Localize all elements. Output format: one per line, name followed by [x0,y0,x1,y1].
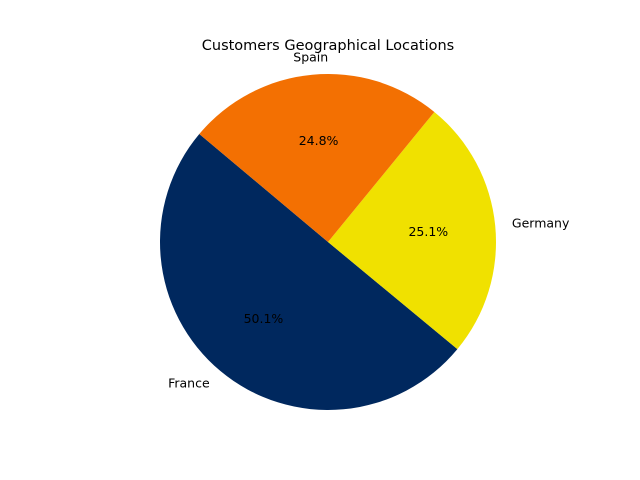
pie-slice-france [159,134,458,411]
pie-slice-spain [199,74,435,243]
chart-title: Customers Geographical Locations [202,38,454,54]
slice-label-germany: Germany [512,216,570,231]
slice-label-france: France [168,375,210,390]
pie-labels: France 50.1% Germany 25.1% Spain 24.8% [168,50,570,391]
pie-slices [159,74,497,411]
slice-percent-france: 50.1% [244,311,284,326]
pie-slice-germany [328,111,497,350]
slice-percent-spain: 24.8% [299,133,339,148]
slice-label-spain: Spain [293,50,328,65]
slice-percent-germany: 25.1% [408,224,448,239]
